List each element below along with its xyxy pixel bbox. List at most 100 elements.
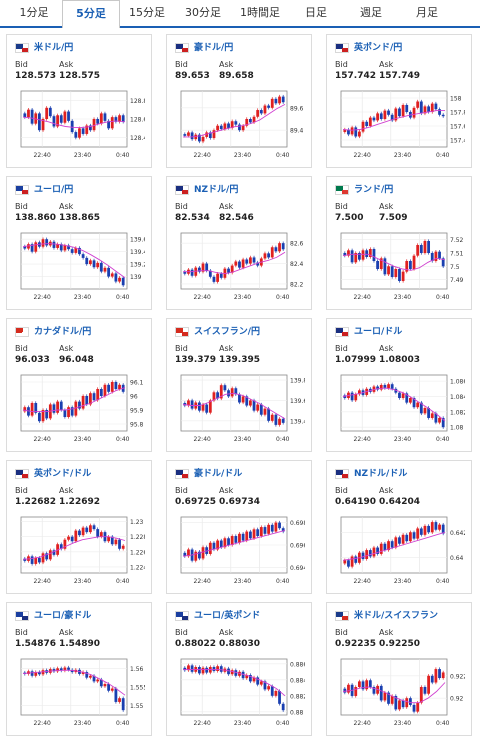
x-tick-label: 22:40 [354,578,371,585]
candle-body [121,277,125,286]
rate-card[interactable]: ユーロ/ドルBidAsk1.079991.080031.0861.0841.08… [326,318,472,452]
candle-body [365,680,369,690]
moving-average-line [22,536,126,560]
candle-body [248,119,252,123]
pair-title[interactable]: ユーロ/円 [34,185,74,195]
candle-body [383,543,387,551]
candle-body [118,698,121,702]
bid-label: Bid [175,344,188,353]
candle-body [190,400,194,409]
rate-card[interactable]: スイスフラン/円BidAsk139.379139.395139.8139.613… [166,318,312,452]
candle-body [45,553,49,560]
candle-body [234,536,238,543]
rate-card[interactable]: ユーロ/英ポンドBidAsk0.880220.880300.8860.8840.… [166,602,312,736]
pair-title[interactable]: 豪ドル/ドル [194,469,243,479]
y-tick-label: 82.4 [290,261,304,268]
tab-2[interactable]: 15分足 [129,6,165,19]
pair-title[interactable]: 英ポンド/円 [354,43,403,53]
candle-body [88,525,92,533]
candle-body [212,130,216,139]
candle-body [379,258,383,269]
tab-5[interactable]: 日足 [305,6,327,19]
pair-title[interactable]: 英ポンド/ドル [34,469,92,479]
x-tick-label: 0:40 [116,152,130,159]
tab-0[interactable]: 1分足 [19,6,49,19]
y-tick-label: 0.642 [450,530,465,537]
rate-card[interactable]: ランド/円 Bid Ask 7.500 7.509 7.52 7.51 7.5 7.49 22:4… [326,176,472,310]
candle-body [183,134,187,136]
candle-body [350,127,354,135]
pair-title[interactable]: 米ドル/円 [34,43,74,53]
candle-body [274,414,278,425]
candle-body [248,257,252,264]
candle-body [245,675,249,679]
pair-title[interactable]: ランド/円 [354,185,394,195]
pair-title[interactable]: NZドル/円 [194,185,239,195]
candle-body [88,675,92,678]
moving-average-line [182,392,286,420]
y-tick-label: 89.6 [290,105,304,112]
candle-body [405,393,409,403]
candle-body [212,392,216,401]
candle-body [234,261,238,266]
tab-6[interactable]: 週足 [360,6,382,19]
y-tick-label: 0.886 [290,661,305,668]
pair-title[interactable]: ユーロ/英ポンド [194,611,261,621]
candle-body [230,388,234,397]
candle-body [267,524,271,534]
candle-body [394,388,398,393]
ask-value: 157.749 [379,71,420,81]
tab-1[interactable]: 5分足 [62,0,120,28]
pair-title[interactable]: ユーロ/ドル [354,327,403,337]
x-tick-label: 22:40 [354,294,371,301]
candle-body [430,103,434,112]
rate-card[interactable]: NZドル/円 Bid Ask 82.534 82.546 82.6 82.4 82.2 22:4… [166,176,312,310]
rate-card[interactable]: カナダドル/円 Bid Ask 96.033 96.048 96.1 96 95.9 95.8 2… [6,318,152,452]
y-tick-label: 157.6 [450,124,465,131]
candle-body [37,672,41,675]
y-tick-label: 1.23 [130,519,144,526]
rate-card[interactable]: 豪ドル/ドルBidAsk0.697250.697340.6980.6960.69… [166,460,312,594]
candle-body [78,401,81,409]
flag-icon [335,43,349,53]
bid-value: 0.69725 [175,497,216,507]
candle-body [37,412,41,422]
pair-title[interactable]: スイスフラン/円 [194,327,261,337]
candle-body [387,384,390,389]
candle-body [107,684,111,691]
candle-body [430,413,434,418]
pair-title[interactable]: カナダドル/円 [34,327,92,337]
rate-card[interactable]: 豪ドル/円 Bid Ask 89.653 89.658 89.6 89.4 22:40 23:4… [166,34,312,168]
candle-body [423,407,427,414]
y-tick-label: 96.1 [130,380,144,387]
candle-body [438,251,441,259]
candle-body [256,529,260,537]
candle-body [230,265,234,273]
x-tick-label: 22:40 [194,436,211,443]
pair-title[interactable]: 米ドル/スイスフラン [354,611,439,621]
candle-body [412,255,416,269]
tab-3[interactable]: 30分足 [185,6,221,19]
price-chart: 0.886 0.884 0.882 0.88 22:40 23:40 0:40 [180,658,305,727]
candle-body [248,400,252,406]
tab-4[interactable]: 1時間足 [240,6,280,19]
candle-body [430,253,434,261]
candle-body [63,111,67,123]
ask-label: Ask [379,202,394,211]
rate-card[interactable]: 英ポンド/円BidAsk157.742157.749158157.8157.61… [326,34,472,168]
candle-body [30,671,34,676]
x-tick-label: 0:40 [276,152,290,159]
candle-body [96,119,100,124]
tab-7[interactable]: 月足 [416,6,438,19]
pair-title[interactable]: ユーロ/豪ドル [34,611,92,621]
ask-value: 128.575 [59,71,100,81]
rate-card[interactable]: 米ドル/スイスフランBidAsk0.922350.922500.9220.922… [326,602,472,736]
candle-body [216,666,220,671]
pair-title[interactable]: 豪ドル/円 [194,43,234,53]
pair-title[interactable]: NZドル/ドル [354,469,408,479]
